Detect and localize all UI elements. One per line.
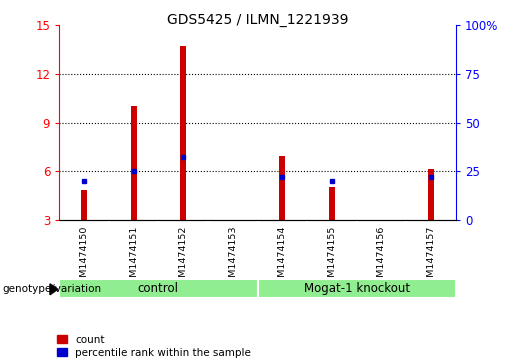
Text: GSM1474157: GSM1474157 [426, 226, 436, 289]
Text: GSM1474153: GSM1474153 [228, 226, 237, 289]
Text: control: control [138, 282, 179, 295]
Bar [180, 46, 186, 220]
Legend: count, percentile rank within the sample: count, percentile rank within the sample [57, 335, 251, 358]
Text: Mogat-1 knockout: Mogat-1 knockout [303, 282, 410, 295]
Bar [59, 280, 258, 298]
Text: GDS5425 / ILMN_1221939: GDS5425 / ILMN_1221939 [167, 13, 348, 27]
Text: GSM1474156: GSM1474156 [377, 226, 386, 289]
Bar [428, 170, 434, 220]
Text: GSM1474151: GSM1474151 [129, 226, 138, 289]
Text: GSM1474150: GSM1474150 [79, 226, 89, 289]
Text: GSM1474154: GSM1474154 [278, 226, 287, 289]
Bar [81, 191, 87, 220]
Text: GSM1474155: GSM1474155 [328, 226, 336, 289]
Bar [279, 156, 285, 220]
Text: GSM1474152: GSM1474152 [179, 226, 187, 289]
Text: genotype/variation: genotype/variation [3, 284, 101, 294]
Polygon shape [50, 284, 58, 295]
Bar [131, 106, 136, 220]
Bar [329, 187, 335, 220]
Bar [258, 280, 456, 298]
